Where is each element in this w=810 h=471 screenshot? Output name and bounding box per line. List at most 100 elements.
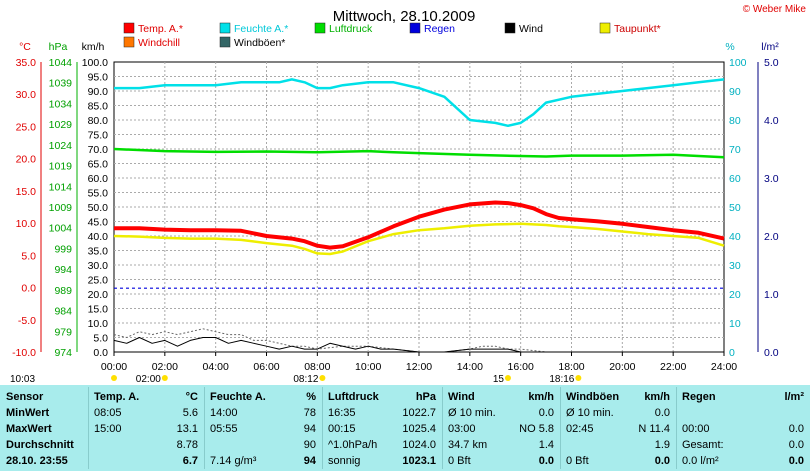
pressure-tick-label: 1004 <box>49 223 73 235</box>
x-tick-label: 20:00 <box>609 361 635 373</box>
wind-tick-label: 40.0 <box>88 231 109 243</box>
cell-value: 0.0 <box>788 455 804 467</box>
series-line <box>113 222 725 256</box>
x-tick-label: 22:00 <box>660 361 686 373</box>
wind-tick-label: 25.0 <box>88 275 109 287</box>
cell-value: 1.4 <box>538 439 554 451</box>
series-line <box>113 147 725 159</box>
sun-marker-label: 08:12 <box>293 374 318 385</box>
legend-label: Regen <box>424 23 455 35</box>
humidity-tick-label: 40 <box>729 231 741 243</box>
legend-label: Taupunkt* <box>614 23 661 35</box>
cell-value: 0.0 <box>538 407 554 419</box>
wind-tick-label: 80.0 <box>88 115 109 127</box>
cell-note: 00:15 <box>328 423 356 435</box>
sun-marker-label: 18:16 <box>549 374 574 385</box>
humidity-unit: % <box>725 41 734 53</box>
legend-label: Windböen* <box>234 37 285 49</box>
row-label: MaxWert <box>6 423 52 435</box>
cell-value: N 11.4 <box>638 423 670 435</box>
column-separator <box>322 387 323 469</box>
pressure-tick-label: 984 <box>54 306 72 318</box>
temp-tick-label: 0.0 <box>21 283 36 295</box>
legend-swatch <box>219 36 231 48</box>
sun-marker-label: 10:03 <box>10 374 35 385</box>
wind-tick-label: 55.0 <box>88 188 109 200</box>
stats-table: Sensor Temp. A. °C Feuchte A.% Luftdruck hPa W… <box>0 385 810 471</box>
cell-value: 0.0 <box>538 455 554 467</box>
pressure-tick-label: 1039 <box>49 78 73 90</box>
x-tick-label: 12:00 <box>406 361 432 373</box>
plot-area <box>113 61 725 353</box>
pressure-tick-label: 989 <box>54 285 72 297</box>
column-unit: hPa <box>415 391 436 403</box>
pressure-unit: hPa <box>49 41 68 53</box>
wind-tick-label: 35.0 <box>88 246 109 258</box>
legend-swatch <box>599 22 611 34</box>
humidity-tick-label: 30 <box>729 260 741 272</box>
cell-value: 1024.0 <box>402 439 436 451</box>
sun-marker-label: 02:00 <box>136 374 161 385</box>
cell-value: 1022.7 <box>402 407 436 419</box>
column-unit: % <box>306 391 316 403</box>
column-unit: l/m² <box>784 391 804 403</box>
x-tick-label: 24:00 <box>711 361 737 373</box>
cell-value: 78 <box>303 407 316 419</box>
legend-label: Feuchte A.* <box>234 23 288 35</box>
cell-value: 0.0 <box>788 439 804 451</box>
column-separator <box>204 387 205 469</box>
rain-tick-label: 2.0 <box>764 231 779 243</box>
humidity-tick-label: 10 <box>729 318 741 330</box>
cell-note: 34.7 km <box>448 439 488 451</box>
cell-value: 1025.4 <box>402 423 436 435</box>
pressure-tick-label: 974 <box>54 347 72 359</box>
cell-note: Gesamt: <box>682 439 724 451</box>
sun-marker <box>504 375 511 381</box>
temp-tick-label: -10.0 <box>12 347 36 359</box>
cell-value: 94 <box>303 423 316 435</box>
pressure-tick-label: 1029 <box>49 119 73 131</box>
series-line <box>114 78 725 128</box>
column-header: Wind <box>448 391 475 403</box>
pressure-tick-label: 1024 <box>49 140 73 152</box>
wind-tick-label: 50.0 <box>88 202 109 214</box>
temp-tick-label: 25.0 <box>16 121 37 133</box>
cell-value: 6.7 <box>182 455 198 467</box>
column-separator <box>88 387 89 469</box>
wind-tick-label: 65.0 <box>88 159 109 171</box>
wind-tick-label: 10.0 <box>88 318 109 330</box>
chart-legend: Temp. A.* Feuchte A.* Luftdruck Regen Wind Ta… <box>123 22 661 49</box>
rain-unit: l/m² <box>761 41 779 53</box>
wind-tick-label: 45.0 <box>88 217 109 229</box>
cell-note: Ø 10 min. <box>566 407 614 419</box>
cell-note: 00:00 <box>682 423 710 435</box>
cell-value: 90 <box>303 439 316 451</box>
pressure-tick-label: 1019 <box>49 161 73 173</box>
cell-value: 0.0 <box>788 423 804 435</box>
humidity-tick-label: 0 <box>729 347 735 359</box>
sun-markers: 10:03 02:00 08:12 15 18:16 <box>10 374 582 385</box>
cell-note: sonnig <box>328 455 361 467</box>
x-tick-label: 10:00 <box>355 361 381 373</box>
cell-value: 94 <box>303 455 316 467</box>
legend-swatch <box>314 22 326 34</box>
legend-swatch <box>219 22 231 34</box>
x-tick-label: 08:00 <box>304 361 330 373</box>
x-tick-label: 02:00 <box>152 361 178 373</box>
legend-swatch <box>123 36 135 48</box>
humidity-tick-label: 90 <box>729 86 741 98</box>
cell-value: 1023.1 <box>402 455 436 467</box>
wind-tick-label: 30.0 <box>88 260 109 272</box>
pressure-tick-label: 1009 <box>49 202 73 214</box>
x-tick-label: 14:00 <box>457 361 483 373</box>
wind-tick-label: 70.0 <box>88 144 109 156</box>
pressure-tick-label: 979 <box>54 326 72 338</box>
wind-tick-label: 60.0 <box>88 173 109 185</box>
cell-note: 16:35 <box>328 407 356 419</box>
series-line <box>114 200 725 250</box>
temp-tick-label: 5.0 <box>21 250 36 262</box>
weather-chart: © Weber Mike Mittwoch, 28.10.2009 Temp. … <box>10 4 806 385</box>
series-line <box>113 328 724 353</box>
column-unit: km/h <box>644 391 670 403</box>
axis-units: °C hPa km/h% l/m² <box>19 41 779 53</box>
